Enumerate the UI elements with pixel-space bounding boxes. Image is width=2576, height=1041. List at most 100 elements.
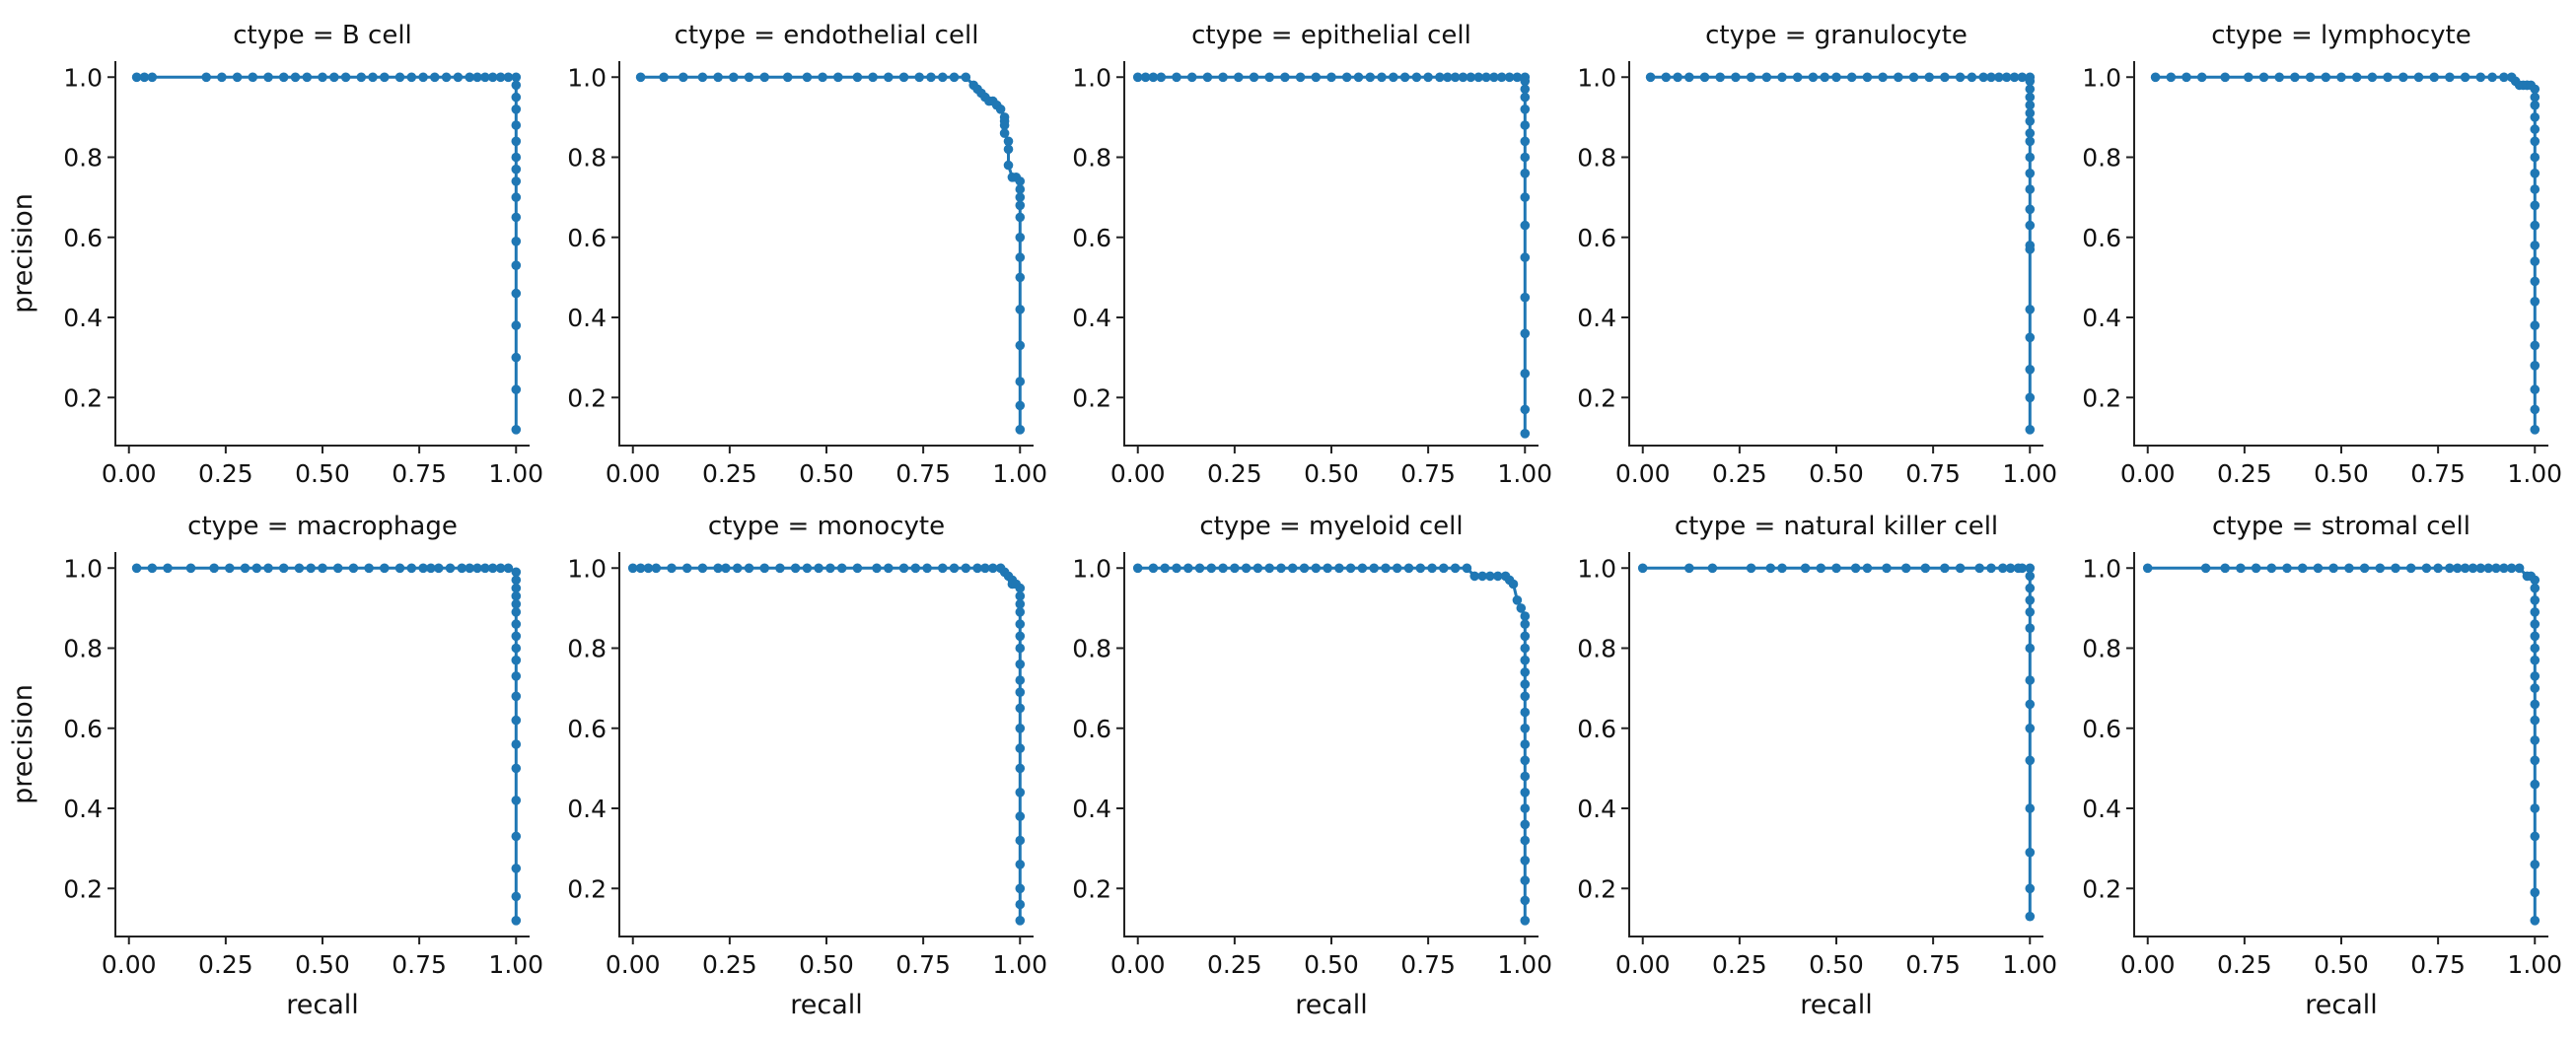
y-tick-label: 0.2 [1577, 383, 1616, 412]
pr-curve-point [1311, 72, 1322, 83]
pr-curve-point [721, 563, 731, 574]
panel-title: ctype = epithelial cell [1191, 21, 1471, 50]
pr-curve-point [659, 72, 669, 83]
pr-curve-point [2530, 655, 2540, 665]
pr-curve-point [406, 563, 417, 574]
pr-curve-point [2530, 779, 2540, 790]
pr-curve-point [2313, 563, 2324, 574]
pr-curve-point [852, 72, 863, 83]
pr-curve-point [465, 72, 475, 83]
pr-curve-point [2025, 583, 2036, 593]
y-tick-label: 0.6 [2082, 715, 2121, 743]
x-tick-label: 0.00 [2120, 459, 2176, 488]
panel-title: ctype = macrophage [187, 512, 458, 541]
pr-curve-point [825, 563, 835, 574]
pr-curve-point [1015, 643, 1026, 654]
pr-curve-point [406, 72, 417, 83]
pr-curve-point [511, 739, 522, 749]
pr-curve-point [1462, 563, 1472, 574]
x-tick-label: 0.75 [2410, 950, 2466, 979]
pr-curve-point [511, 599, 522, 609]
pr-curve-point [511, 715, 522, 726]
pr-curve-point [1183, 563, 1193, 574]
pr-curve-point [2530, 241, 2540, 250]
pr-curve-point [1715, 72, 1725, 83]
pr-curve-point [232, 72, 243, 83]
pr-curve-point [2468, 563, 2478, 574]
pr-curve-point [1015, 788, 1026, 798]
x-tick-label: 0.75 [392, 459, 447, 488]
pr-curve-point [511, 567, 522, 578]
pr-curve-point [1512, 72, 1523, 83]
pr-curve-point [744, 72, 754, 83]
pr-curve-point [1015, 425, 1026, 435]
pr-curve-point [511, 831, 522, 842]
pr-curve-point [1403, 563, 1414, 574]
pr-curve-point [1450, 563, 1461, 574]
pr-curve-point [910, 563, 921, 574]
pr-curve-point [2025, 675, 2036, 685]
pr-curve-point [2025, 425, 2036, 435]
pr-curve-point [511, 425, 522, 435]
pr-curve-point [1160, 563, 1170, 574]
pr-curve-point [2445, 72, 2455, 83]
pr-curve-point [1504, 72, 1515, 83]
pr-curve-point [2025, 724, 2036, 733]
pr-curve-point [2025, 847, 2036, 858]
facet-panel: ctype = epithelial cell 0.00 0.25 0.50 0.75 1… [1072, 21, 1552, 488]
pr-curve-point [1878, 72, 1888, 83]
pr-curve-point [511, 192, 522, 202]
pr-curve-point [872, 563, 882, 574]
pr-curve-point [1820, 72, 1829, 83]
x-tick-label: 1.00 [1497, 459, 1552, 488]
pr-curve-point [1015, 675, 1026, 685]
x-tick-label: 0.25 [198, 459, 253, 488]
pr-curve-point [511, 864, 522, 873]
pr-curve-point [1508, 579, 1519, 590]
x-tick-label: 0.25 [2217, 950, 2272, 979]
pr-curve-point [1423, 72, 1433, 83]
pr-curve-point [511, 120, 522, 130]
pr-curve-point [2025, 392, 2036, 403]
pr-curve-line [640, 75, 1022, 430]
pr-curve-point [1280, 72, 1290, 83]
pr-curve-point [1746, 72, 1756, 83]
pr-curve-point [1411, 72, 1422, 83]
x-tick-label: 0.25 [198, 950, 253, 979]
pr-curve-point [922, 563, 932, 574]
pr-curve-point [1520, 819, 1531, 830]
pr-curve-point [2025, 116, 2036, 126]
pr-curve-point [139, 72, 150, 83]
pr-curve-point [2460, 72, 2470, 83]
x-tick-label: 0.00 [2120, 950, 2176, 979]
x-axis-label: recall [1800, 990, 1873, 1020]
pr-curve-point [1015, 377, 1026, 386]
pr-curve-point [1252, 563, 1263, 574]
pr-curve-point [1489, 72, 1499, 83]
y-tick-label: 0.4 [2082, 304, 2121, 332]
pr-curve-point [961, 72, 971, 83]
panel-title: ctype = myeloid cell [1199, 512, 1463, 541]
pr-curve-point [2530, 340, 2540, 351]
x-tick-label: 0.25 [702, 459, 757, 488]
pr-curve-point [1341, 72, 1352, 83]
pr-curve-point [2530, 92, 2540, 103]
x-tick-label: 0.00 [102, 459, 157, 488]
pr-curve-point [1520, 92, 1531, 103]
pr-curve-point [2025, 92, 2036, 103]
pr-curve-point [2530, 84, 2540, 95]
x-axis-label: recall [790, 990, 863, 1020]
pr-curve-point [1156, 72, 1167, 83]
x-tick-label: 0.50 [1809, 950, 1864, 979]
x-tick-label: 0.00 [1110, 459, 1166, 488]
pr-curve-point [1311, 563, 1322, 574]
pr-curve-point [163, 563, 173, 574]
y-tick-label: 0.8 [567, 635, 607, 663]
pr-curve-point [818, 72, 827, 83]
pr-curve-point [480, 563, 490, 574]
x-tick-label: 0.25 [2217, 459, 2272, 488]
pr-curve-point [1520, 835, 1531, 846]
pr-curve-point [318, 563, 327, 574]
pr-curve-point [938, 563, 948, 574]
